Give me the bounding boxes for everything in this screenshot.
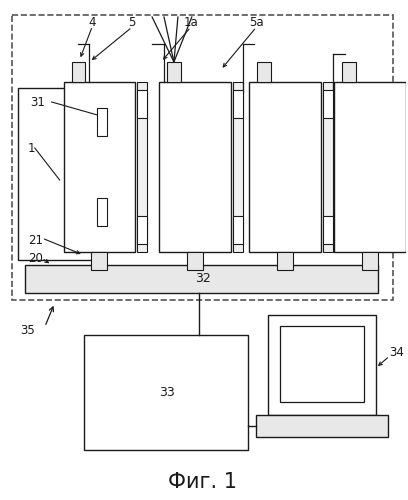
Bar xyxy=(323,90,333,118)
Bar xyxy=(249,82,321,252)
Text: 1: 1 xyxy=(28,142,35,154)
Bar xyxy=(257,62,271,82)
Bar xyxy=(12,15,392,300)
Bar xyxy=(98,108,107,136)
Bar xyxy=(334,82,406,252)
Text: 20: 20 xyxy=(28,252,43,264)
Text: 33: 33 xyxy=(159,386,175,400)
Text: 1a: 1a xyxy=(184,16,198,28)
Text: Фиг. 1: Фиг. 1 xyxy=(168,472,237,492)
Bar xyxy=(64,82,135,252)
Text: 31: 31 xyxy=(30,96,45,108)
Bar xyxy=(187,252,203,270)
Text: 5a: 5a xyxy=(249,16,264,28)
Bar xyxy=(342,62,356,82)
Bar xyxy=(323,82,333,252)
Bar xyxy=(257,415,388,437)
Bar xyxy=(137,216,147,244)
Text: 34: 34 xyxy=(390,346,404,358)
Bar xyxy=(167,62,181,82)
Bar xyxy=(233,90,242,118)
Bar xyxy=(137,90,147,118)
Bar xyxy=(18,88,100,260)
Text: 35: 35 xyxy=(20,324,35,336)
Text: 5: 5 xyxy=(129,16,136,28)
Bar xyxy=(268,315,376,415)
Text: 4: 4 xyxy=(89,16,96,28)
Bar xyxy=(71,62,86,82)
Bar xyxy=(159,82,231,252)
Bar xyxy=(98,198,107,226)
Text: 32: 32 xyxy=(195,272,211,285)
Bar xyxy=(84,335,248,450)
Bar xyxy=(233,216,242,244)
Bar xyxy=(137,82,147,252)
Bar xyxy=(91,252,107,270)
Text: 21: 21 xyxy=(28,234,43,246)
Bar xyxy=(25,265,378,293)
Bar xyxy=(362,252,378,270)
Bar xyxy=(323,216,333,244)
Bar xyxy=(277,252,293,270)
Bar xyxy=(280,326,364,402)
Bar xyxy=(233,82,242,252)
